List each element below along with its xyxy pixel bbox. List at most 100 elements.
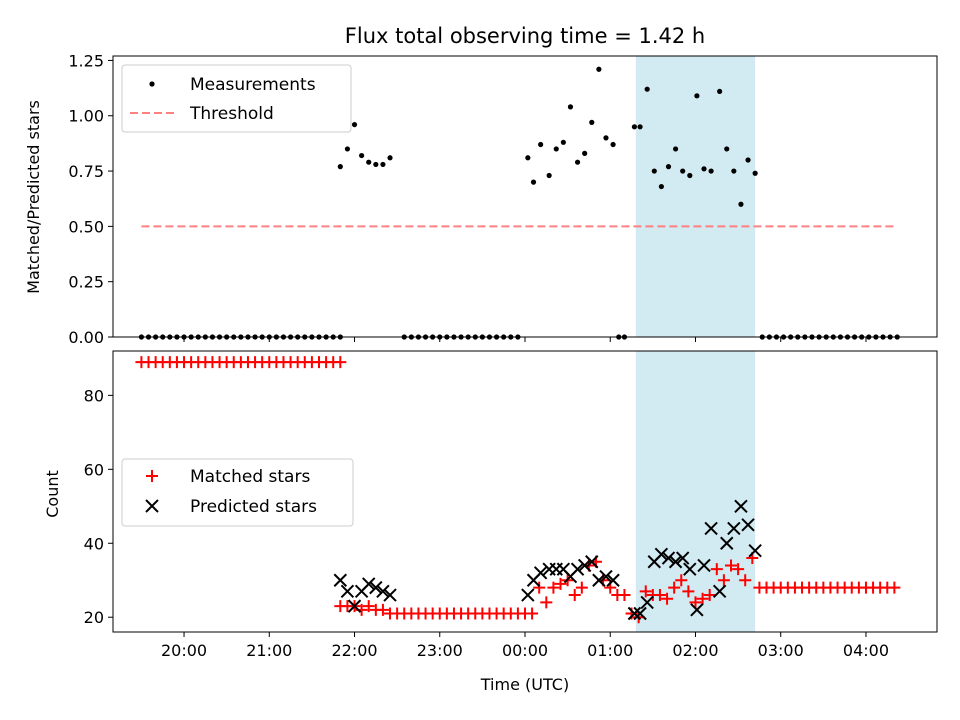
- predicted-star-point: [633, 606, 647, 621]
- predicted-star-point: [606, 573, 620, 587]
- measurement-point: [380, 161, 386, 168]
- matched-star-point: [533, 581, 546, 594]
- measurement-point: [644, 86, 650, 92]
- ytick-label: 0.75: [68, 162, 104, 181]
- measurement-point: [637, 124, 643, 130]
- matched-star-point: [668, 581, 681, 594]
- matched-star-point: [653, 589, 666, 602]
- ytick-label: 0.50: [68, 217, 104, 236]
- predicted-star-point: [734, 499, 748, 513]
- legend-measurements-marker: [149, 81, 155, 87]
- ytick-label: 40: [84, 534, 104, 553]
- measurement-point: [687, 172, 693, 179]
- legend-matched-marker: [146, 470, 158, 482]
- measurement-point: [387, 155, 393, 161]
- xtick-label: 20:00: [161, 641, 207, 660]
- top-panel: 0.00 0.25 0.50 0.75 1.00 1.25 Matched/Predict…: [24, 51, 938, 347]
- top-xticks: [183, 337, 867, 342]
- matched-star-point: [526, 607, 539, 620]
- predicted-star-point: [362, 577, 376, 591]
- predicted-star-point: [533, 566, 548, 580]
- predicted-star-point: [383, 588, 397, 602]
- predicted-star-point: [661, 551, 676, 565]
- bottom-highlight-span: [635, 351, 756, 632]
- matched-star-point: [739, 574, 752, 587]
- predicted-star-point: [627, 606, 642, 621]
- xtick-label: 22:00: [331, 641, 377, 660]
- matched-star-point: [710, 563, 723, 576]
- predicted-star-point: [697, 558, 711, 573]
- measurement-point: [560, 139, 566, 145]
- bottom-yticks: 20 40 60 80: [84, 386, 113, 627]
- matched-star-point: [575, 581, 588, 594]
- predicted-star-point: [347, 599, 362, 613]
- legend-measurements-label: Measurements: [190, 75, 316, 95]
- predicted-star-point: [727, 521, 741, 536]
- ytick-label: 1.00: [68, 107, 104, 126]
- xtick-label: 01:00: [587, 641, 633, 660]
- matched-star-point: [725, 559, 737, 572]
- measurement-point: [651, 168, 657, 174]
- measurement-point: [553, 146, 559, 152]
- measurement-point: [665, 164, 672, 170]
- matched-star-point: [675, 574, 688, 587]
- measurement-point: [672, 146, 679, 152]
- measurement-point: [752, 170, 758, 176]
- ytick-label: 20: [84, 608, 104, 627]
- predicted-star-point: [704, 521, 718, 536]
- bottom-panel: 20 40 60 80 20:00 21:00 22:00 23:00 00:00 01:00 0…: [43, 350, 938, 694]
- measurement-point: [717, 88, 723, 95]
- legend-matched-label: Matched stars: [190, 467, 310, 487]
- bottom-marks: [135, 356, 901, 624]
- xtick-label: 23:00: [417, 641, 463, 660]
- predicted-star-point: [369, 580, 383, 595]
- measurement-point: [724, 146, 730, 152]
- bottom-legend-frame: [121, 458, 354, 527]
- ytick-label: 80: [84, 386, 104, 405]
- measurement-point: [731, 168, 737, 174]
- matched-star-point: [703, 589, 716, 602]
- measurement-point: [366, 159, 372, 165]
- predicted-star-point: [675, 551, 690, 565]
- measurement-point: [359, 152, 365, 159]
- predicted-star-point: [654, 547, 669, 562]
- predicted-star-point: [585, 555, 599, 569]
- predicted-star-point: [577, 558, 592, 573]
- bottom-ylabel: Count: [43, 470, 62, 518]
- measurement-point: [546, 172, 552, 179]
- predicted-star-point: [521, 588, 535, 602]
- bottom-legend: Matched stars Predicted stars: [121, 458, 354, 527]
- measurement-point: [658, 183, 664, 190]
- measurement-point: [582, 150, 588, 156]
- chart-title: Flux total observing time = 1.42 h: [345, 24, 705, 48]
- measurement-point: [525, 155, 531, 161]
- xtick-label: 00:00: [502, 641, 548, 660]
- measurement-point: [708, 168, 714, 174]
- predicted-star-point: [668, 555, 683, 569]
- predicted-star-point: [570, 562, 585, 576]
- measurement-point: [596, 66, 602, 72]
- matched-star-point: [732, 563, 745, 576]
- predicted-star-point: [640, 595, 654, 610]
- matched-star-point: [696, 592, 709, 605]
- matched-star-point: [334, 356, 347, 369]
- xtick-label: 04:00: [843, 641, 889, 660]
- measurement-point: [680, 168, 686, 174]
- predicted-star-point: [748, 543, 762, 558]
- predicted-star-point: [333, 573, 348, 587]
- measurement-point: [530, 179, 537, 185]
- measurement-point: [589, 119, 595, 125]
- predicted-star-point: [683, 562, 697, 576]
- ytick-label: 0.25: [68, 273, 104, 292]
- predicted-star-point: [340, 584, 355, 599]
- matched-star-point: [540, 596, 553, 609]
- predicted-star-point: [712, 584, 727, 599]
- matched-star-point: [618, 589, 631, 602]
- predicted-star-point: [592, 573, 606, 587]
- legend-predicted-label: Predicted stars: [190, 497, 317, 517]
- measurement-point: [694, 93, 700, 99]
- legend-threshold-label: Threshold: [189, 104, 274, 124]
- xtick-label: 21:00: [246, 641, 292, 660]
- ytick-label: 60: [84, 460, 104, 479]
- matched-star-point: [376, 603, 389, 616]
